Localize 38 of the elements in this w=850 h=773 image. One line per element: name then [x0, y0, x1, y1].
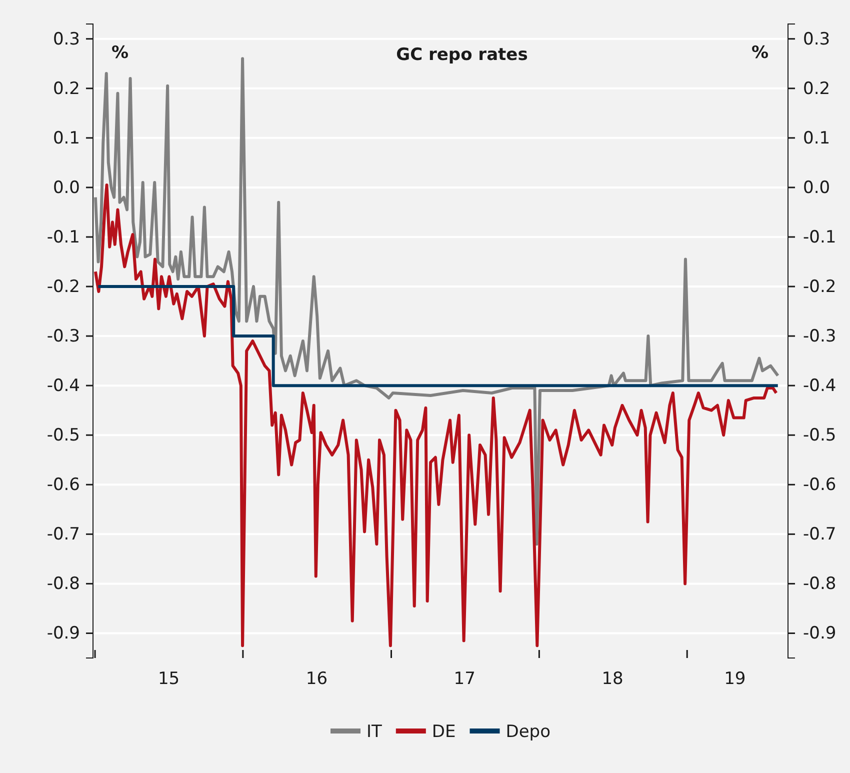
- y2-tick-label: -0.7: [803, 524, 836, 545]
- y-tick-label: -0.5: [46, 426, 80, 446]
- y2-tick-label: -0.9: [803, 624, 836, 644]
- y2-tick-label: 0.0: [803, 178, 830, 198]
- text: GC repo rates: [396, 45, 528, 65]
- legend-label: DE: [432, 722, 456, 742]
- y-tick-label: -0.8: [46, 574, 80, 594]
- y2-tick-label: -0.4: [803, 376, 836, 396]
- y-tick-label: -0.2: [46, 276, 80, 297]
- legend-label: Depo: [506, 722, 550, 742]
- x-tick-label: 15: [158, 669, 180, 690]
- y2-tick-label: 0.3: [803, 29, 830, 50]
- y2-tick-label: -0.5: [803, 426, 836, 446]
- y2-tick-label: -0.8: [803, 574, 836, 594]
- y-tick-label: -0.3: [46, 326, 80, 346]
- y-tick-label: 0.3: [52, 29, 80, 50]
- y-tick-label: -0.7: [46, 524, 80, 545]
- y-tick-label: 0.0: [52, 178, 80, 198]
- x-tick-label: 17: [454, 669, 476, 690]
- y2-tick-label: -0.2: [803, 276, 836, 297]
- line-series: [94, 183, 778, 648]
- y-tick-label: 0.1: [52, 128, 80, 148]
- y2-tick-label: 0.2: [803, 78, 830, 99]
- x-tick-label: 18: [602, 669, 624, 690]
- y2-tick-label: 0.1: [803, 128, 830, 148]
- y-tick-label: 0.2: [52, 78, 80, 99]
- y-tick-label: -0.4: [46, 376, 80, 396]
- x-tick-label: 16: [306, 669, 328, 690]
- annotation: %: [111, 43, 129, 63]
- y2-tick-label: -0.3: [803, 326, 836, 346]
- y2-tick-label: -0.6: [803, 475, 836, 496]
- annotation: %: [751, 43, 769, 63]
- legend-label: IT: [366, 722, 383, 742]
- y-tick-label: -0.6: [46, 475, 80, 496]
- x-tick-label: 19: [724, 669, 746, 690]
- y2-tick-label: -0.1: [803, 227, 836, 248]
- y-tick-label: -0.9: [46, 624, 80, 644]
- y-tick-label: -0.1: [46, 227, 80, 248]
